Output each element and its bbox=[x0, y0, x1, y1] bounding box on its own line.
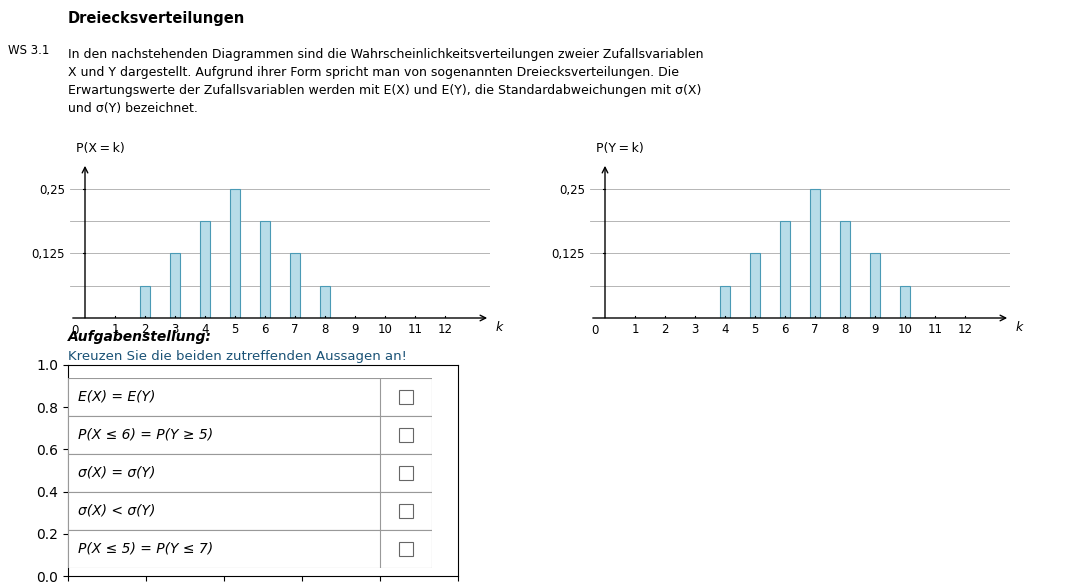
Bar bbox=[399, 466, 413, 480]
Bar bbox=[841, 221, 850, 318]
Text: 0: 0 bbox=[72, 324, 79, 337]
Bar bbox=[230, 189, 240, 318]
Text: WS 3.1: WS 3.1 bbox=[8, 43, 49, 56]
Bar bbox=[320, 286, 330, 318]
Text: In den nachstehenden Diagrammen sind die Wahrscheinlichkeitsverteilungen zweier : In den nachstehenden Diagrammen sind die… bbox=[68, 48, 704, 61]
Text: Kreuzen Sie die beiden zutreffenden Aussagen an!: Kreuzen Sie die beiden zutreffenden Auss… bbox=[68, 350, 407, 363]
Text: k: k bbox=[496, 321, 503, 333]
Bar bbox=[720, 286, 730, 318]
Text: X und Y dargestellt. Aufgrund ihrer Form spricht man von sogenannten Dreiecksver: X und Y dargestellt. Aufgrund ihrer Form… bbox=[68, 66, 679, 79]
Text: k: k bbox=[1016, 321, 1023, 333]
Bar bbox=[68, 416, 432, 454]
Bar bbox=[399, 390, 413, 404]
Bar bbox=[171, 253, 180, 318]
Text: P(X ≤ 6) = P(Y ≥ 5): P(X ≤ 6) = P(Y ≥ 5) bbox=[78, 428, 213, 442]
Bar bbox=[750, 253, 760, 318]
Text: P(Y = k): P(Y = k) bbox=[596, 142, 644, 155]
Bar bbox=[399, 504, 413, 518]
Text: Dreiecksverteilungen: Dreiecksverteilungen bbox=[68, 11, 245, 26]
Bar bbox=[399, 428, 413, 442]
Bar bbox=[900, 286, 910, 318]
Bar bbox=[140, 286, 150, 318]
Text: und σ(Y) bezeichnet.: und σ(Y) bezeichnet. bbox=[68, 102, 198, 115]
Bar bbox=[68, 378, 432, 416]
Bar bbox=[68, 492, 432, 530]
Bar bbox=[68, 454, 432, 492]
Text: 0: 0 bbox=[592, 324, 598, 337]
Text: P(X ≤ 5) = P(Y ≤ 7): P(X ≤ 5) = P(Y ≤ 7) bbox=[78, 542, 213, 556]
Text: Erwartungswerte der Zufallsvariablen werden mit E(X) und E(Y), die Standardabwei: Erwartungswerte der Zufallsvariablen wer… bbox=[68, 84, 702, 97]
Bar bbox=[290, 253, 300, 318]
Bar bbox=[68, 530, 432, 568]
Bar bbox=[870, 253, 880, 318]
Text: σ(X) = σ(Y): σ(X) = σ(Y) bbox=[78, 466, 155, 480]
Text: σ(X) < σ(Y): σ(X) < σ(Y) bbox=[78, 504, 155, 518]
Bar bbox=[261, 221, 269, 318]
Text: E(X) = E(Y): E(X) = E(Y) bbox=[78, 390, 155, 404]
Text: P(X = k): P(X = k) bbox=[76, 142, 125, 155]
Bar bbox=[810, 189, 820, 318]
Text: Aufgabenstellung:: Aufgabenstellung: bbox=[68, 330, 212, 344]
Bar bbox=[399, 542, 413, 556]
Text: 1048: 1048 bbox=[5, 15, 43, 29]
Bar bbox=[200, 221, 210, 318]
Bar bbox=[780, 221, 790, 318]
